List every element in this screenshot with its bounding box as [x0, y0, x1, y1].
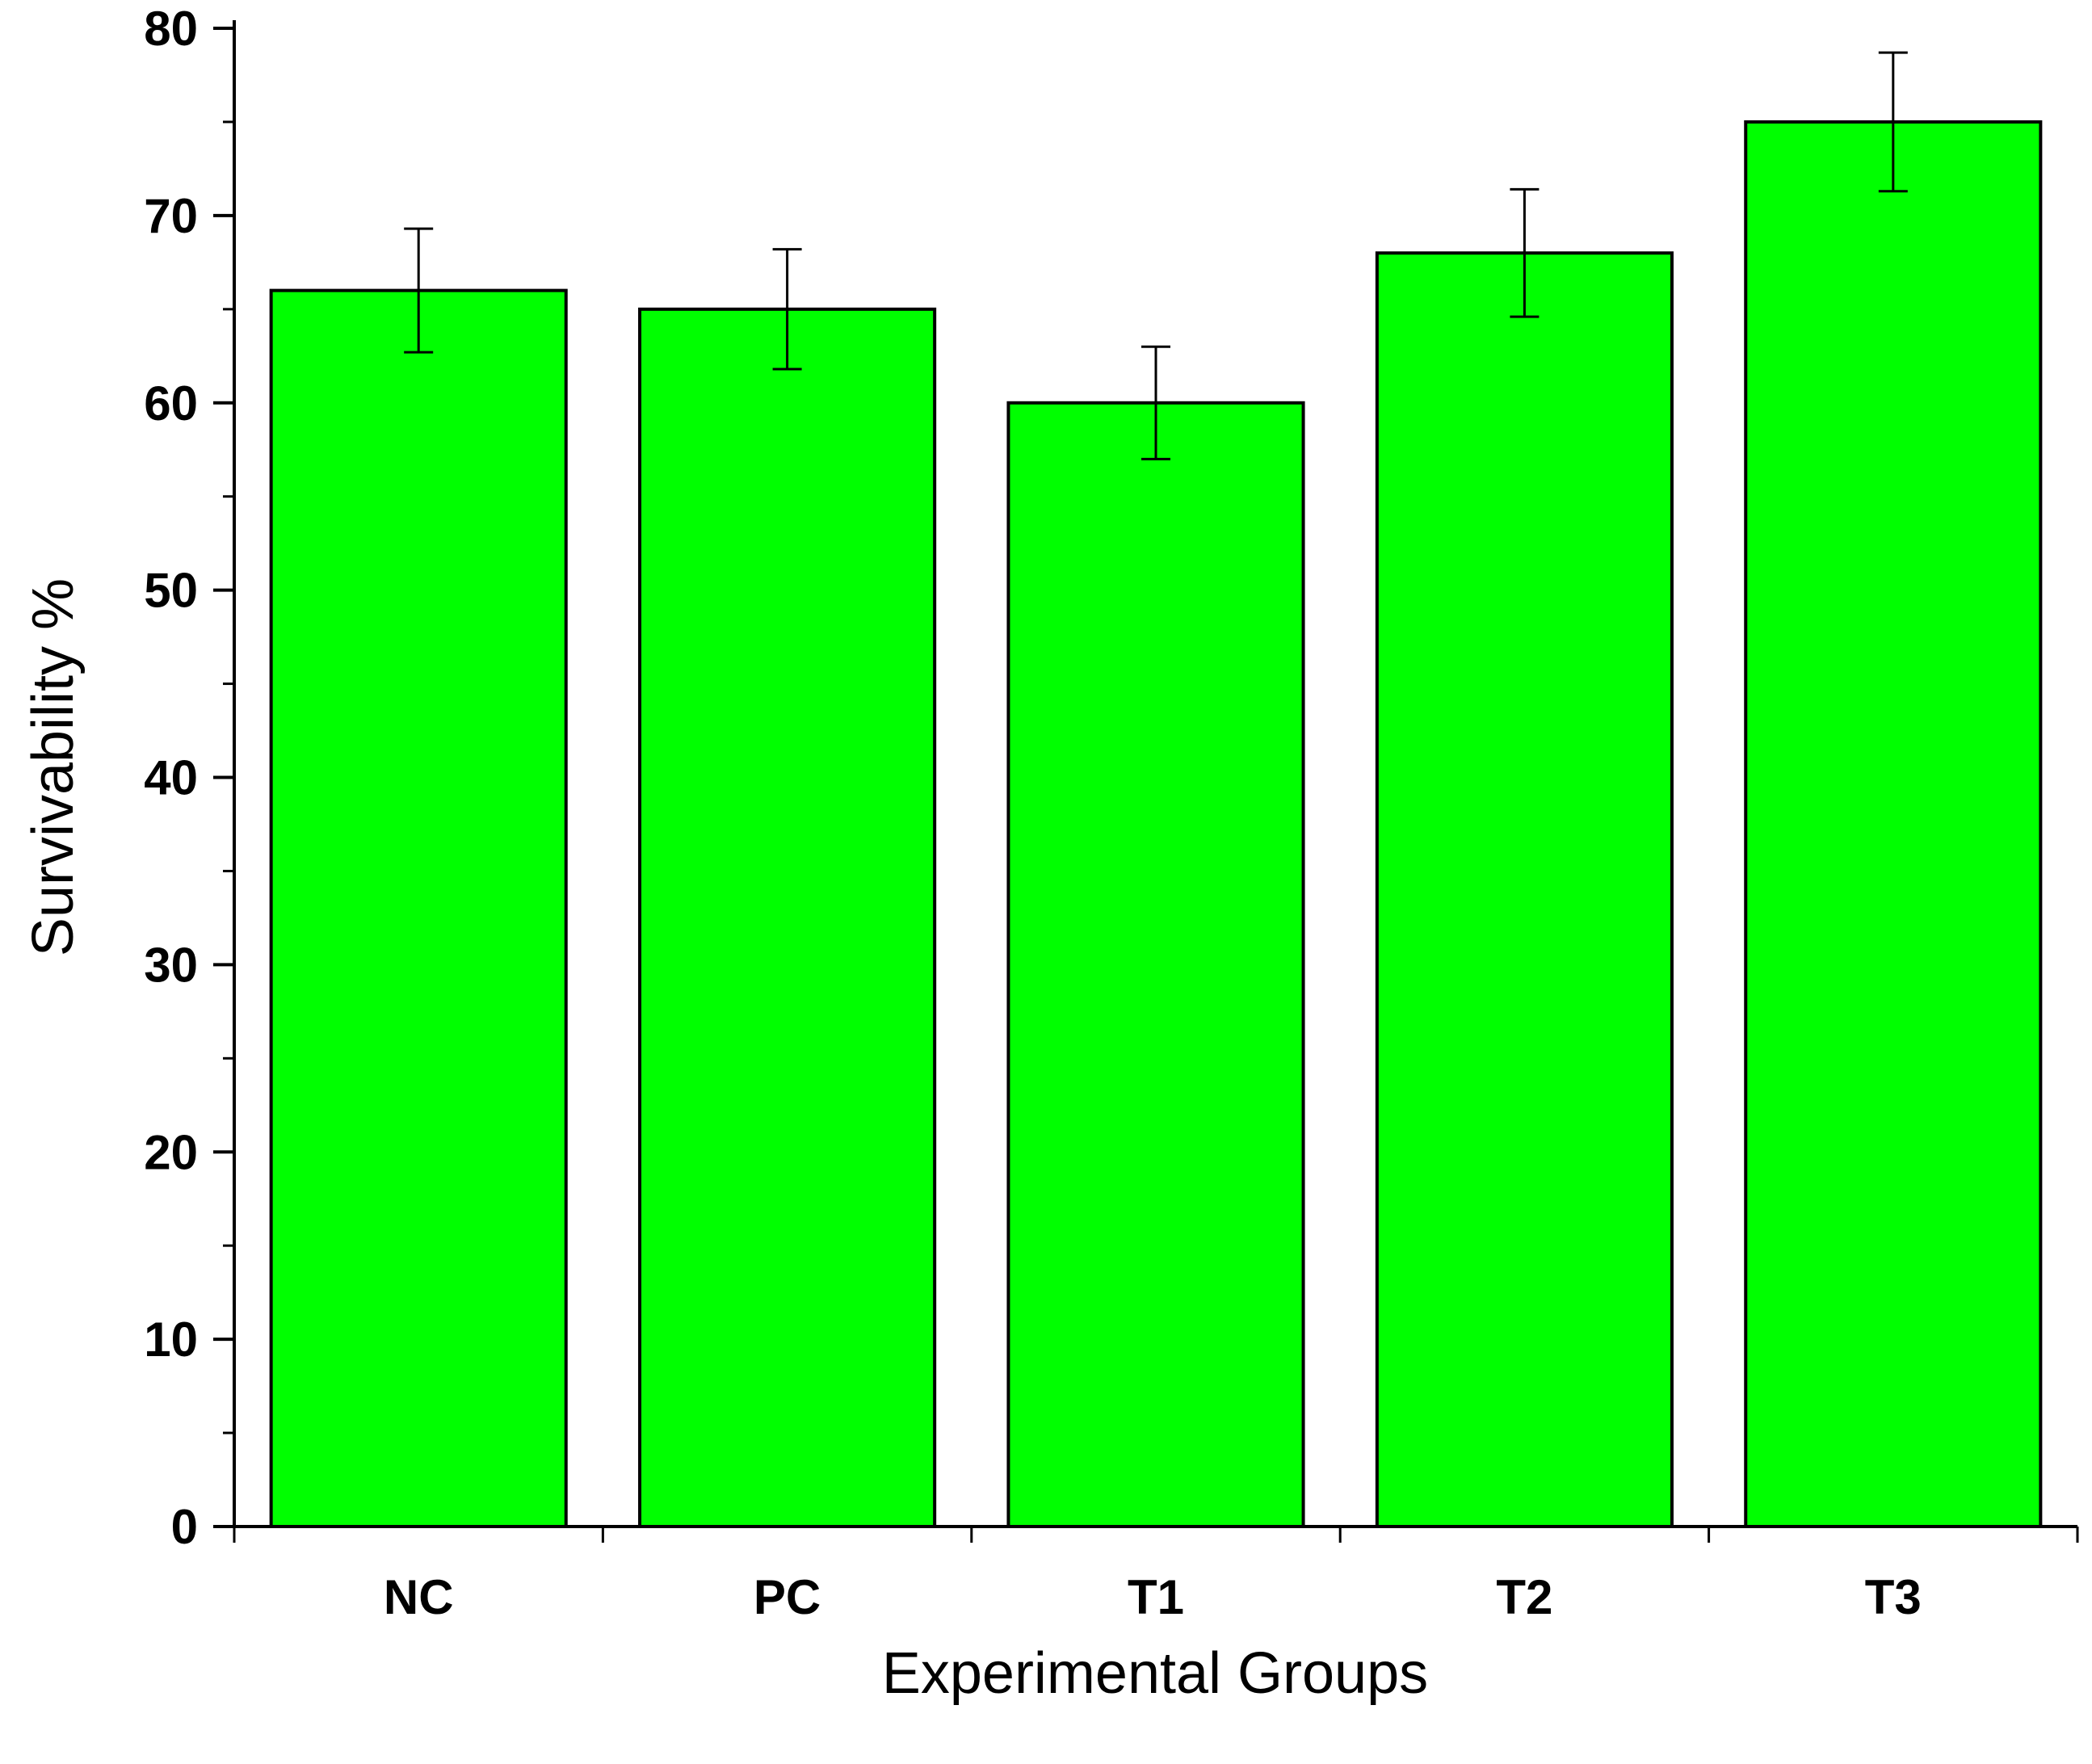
x-tick-label-nc: NC	[384, 1570, 454, 1624]
y-tick-label-50: 50	[144, 564, 198, 618]
y-tick-label-30: 30	[144, 938, 198, 992]
y-tick-label-80: 80	[144, 2, 198, 56]
bar-t3	[1744, 120, 2043, 1528]
x-axis-title: Experimental Groups	[882, 1641, 1428, 1706]
bars-group	[269, 120, 2043, 1528]
x-tick-label-t1: T1	[1128, 1570, 1184, 1624]
axes-group: 0 10 20 30 40 50 60 70 80 NC PC T1 T2 T3	[144, 2, 2079, 1624]
y-tick-label-40: 40	[144, 751, 198, 805]
x-tick-label-t2: T2	[1496, 1570, 1552, 1624]
bar-pc	[638, 307, 937, 1528]
y-tick-label-10: 10	[144, 1312, 198, 1367]
bar-nc	[269, 288, 568, 1528]
y-axis-title: Survivability %	[21, 578, 86, 956]
y-tick-label-20: 20	[144, 1125, 198, 1179]
labels-group: Experimental Groups Survivability %	[21, 578, 1428, 1706]
x-tick-label-t3: T3	[1865, 1570, 1922, 1624]
y-tick-label-70: 70	[144, 189, 198, 243]
bar-t2	[1375, 251, 1674, 1528]
error-bars-group	[404, 51, 1908, 460]
y-tick-label-0: 0	[171, 1500, 198, 1554]
bar-t1	[1006, 401, 1305, 1528]
x-tick-label-pc: PC	[754, 1570, 821, 1624]
y-tick-label-60: 60	[144, 376, 198, 430]
